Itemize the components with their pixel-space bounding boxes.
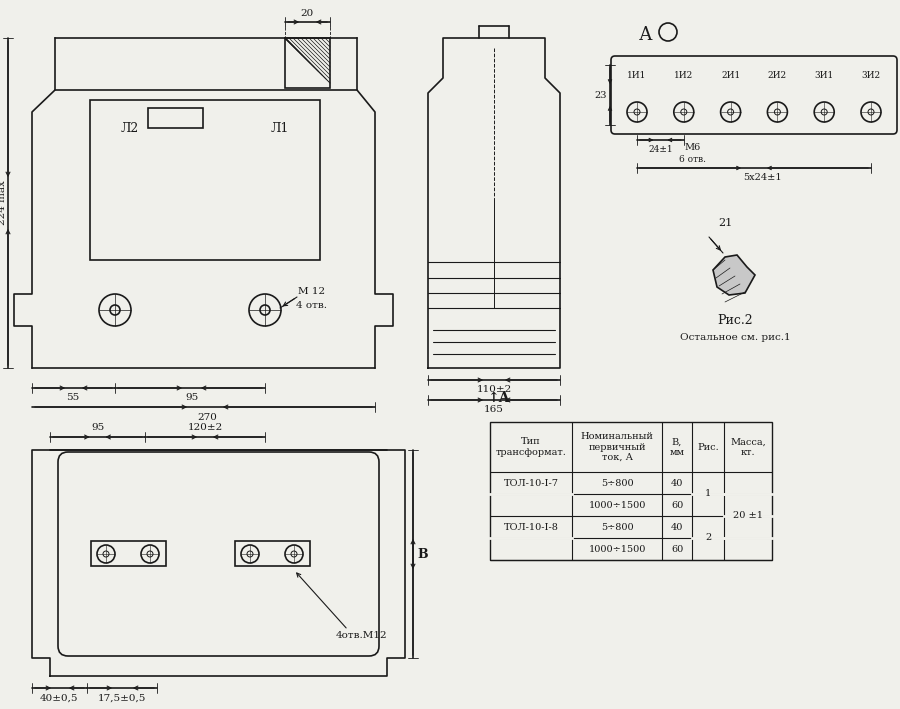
Text: 1: 1 xyxy=(705,489,711,498)
Text: 2И1: 2И1 xyxy=(721,70,740,79)
Text: 40: 40 xyxy=(670,523,683,532)
Text: Л2: Л2 xyxy=(121,121,140,135)
Text: 4 отв.: 4 отв. xyxy=(296,301,328,310)
Text: 6 отв.: 6 отв. xyxy=(679,155,706,164)
Text: 1И1: 1И1 xyxy=(627,70,647,79)
Text: 3И2: 3И2 xyxy=(861,70,880,79)
Text: 20: 20 xyxy=(301,9,313,18)
Bar xyxy=(285,38,330,88)
Text: В: В xyxy=(418,547,428,561)
Text: 40±0,5: 40±0,5 xyxy=(40,693,78,703)
Text: 5х24±1: 5х24±1 xyxy=(742,174,781,182)
Text: 1И2: 1И2 xyxy=(674,70,693,79)
Text: 1000÷1500: 1000÷1500 xyxy=(589,545,645,554)
Text: 110±2: 110±2 xyxy=(476,386,511,394)
Text: 21: 21 xyxy=(718,218,732,228)
Polygon shape xyxy=(713,255,755,295)
Text: 55: 55 xyxy=(67,393,79,403)
Bar xyxy=(235,541,310,566)
Text: 165: 165 xyxy=(484,406,504,415)
Text: 40: 40 xyxy=(670,479,683,488)
Bar xyxy=(490,422,772,560)
Text: 95: 95 xyxy=(185,393,199,403)
Text: 20 ±1: 20 ±1 xyxy=(733,511,763,520)
Text: 120±2: 120±2 xyxy=(187,423,222,432)
Text: ↑А: ↑А xyxy=(488,391,510,405)
Text: 5÷800: 5÷800 xyxy=(600,523,634,532)
Text: 95: 95 xyxy=(91,423,104,432)
Text: Номинальный
первичный
ток, А: Номинальный первичный ток, А xyxy=(580,432,653,462)
Text: Рис.: Рис. xyxy=(698,442,719,452)
Bar xyxy=(90,100,320,260)
Text: Остальное см. рис.1: Остальное см. рис.1 xyxy=(680,333,790,342)
Bar xyxy=(91,541,166,566)
Text: 2: 2 xyxy=(705,533,711,542)
Text: А: А xyxy=(639,26,652,44)
Text: Рис.2: Рис.2 xyxy=(717,313,752,327)
Text: 24±1: 24±1 xyxy=(648,145,672,155)
Text: 5÷800: 5÷800 xyxy=(600,479,634,488)
Text: 17,5±0,5: 17,5±0,5 xyxy=(98,693,146,703)
Text: 3И1: 3И1 xyxy=(814,70,833,79)
Text: М6: М6 xyxy=(684,143,700,152)
Text: Л1: Л1 xyxy=(271,121,289,135)
Text: 224 max: 224 max xyxy=(0,181,7,225)
Text: ТОЛ-10-I-8: ТОЛ-10-I-8 xyxy=(504,523,558,532)
Text: 270: 270 xyxy=(197,413,217,421)
Text: 23: 23 xyxy=(595,91,608,99)
Text: М 12: М 12 xyxy=(299,288,326,296)
Text: В,
мм: В, мм xyxy=(670,437,685,457)
Text: 1000÷1500: 1000÷1500 xyxy=(589,501,645,510)
Text: 60: 60 xyxy=(670,501,683,510)
Text: 4отв.М12: 4отв.М12 xyxy=(337,630,388,640)
Text: Масса,
кт.: Масса, кт. xyxy=(730,437,766,457)
Bar xyxy=(148,108,203,128)
Text: 2И2: 2И2 xyxy=(768,70,787,79)
Text: ТОЛ-10-I-7: ТОЛ-10-I-7 xyxy=(503,479,559,488)
Text: 60: 60 xyxy=(670,545,683,554)
Text: Тип
трансформат.: Тип трансформат. xyxy=(496,437,566,457)
